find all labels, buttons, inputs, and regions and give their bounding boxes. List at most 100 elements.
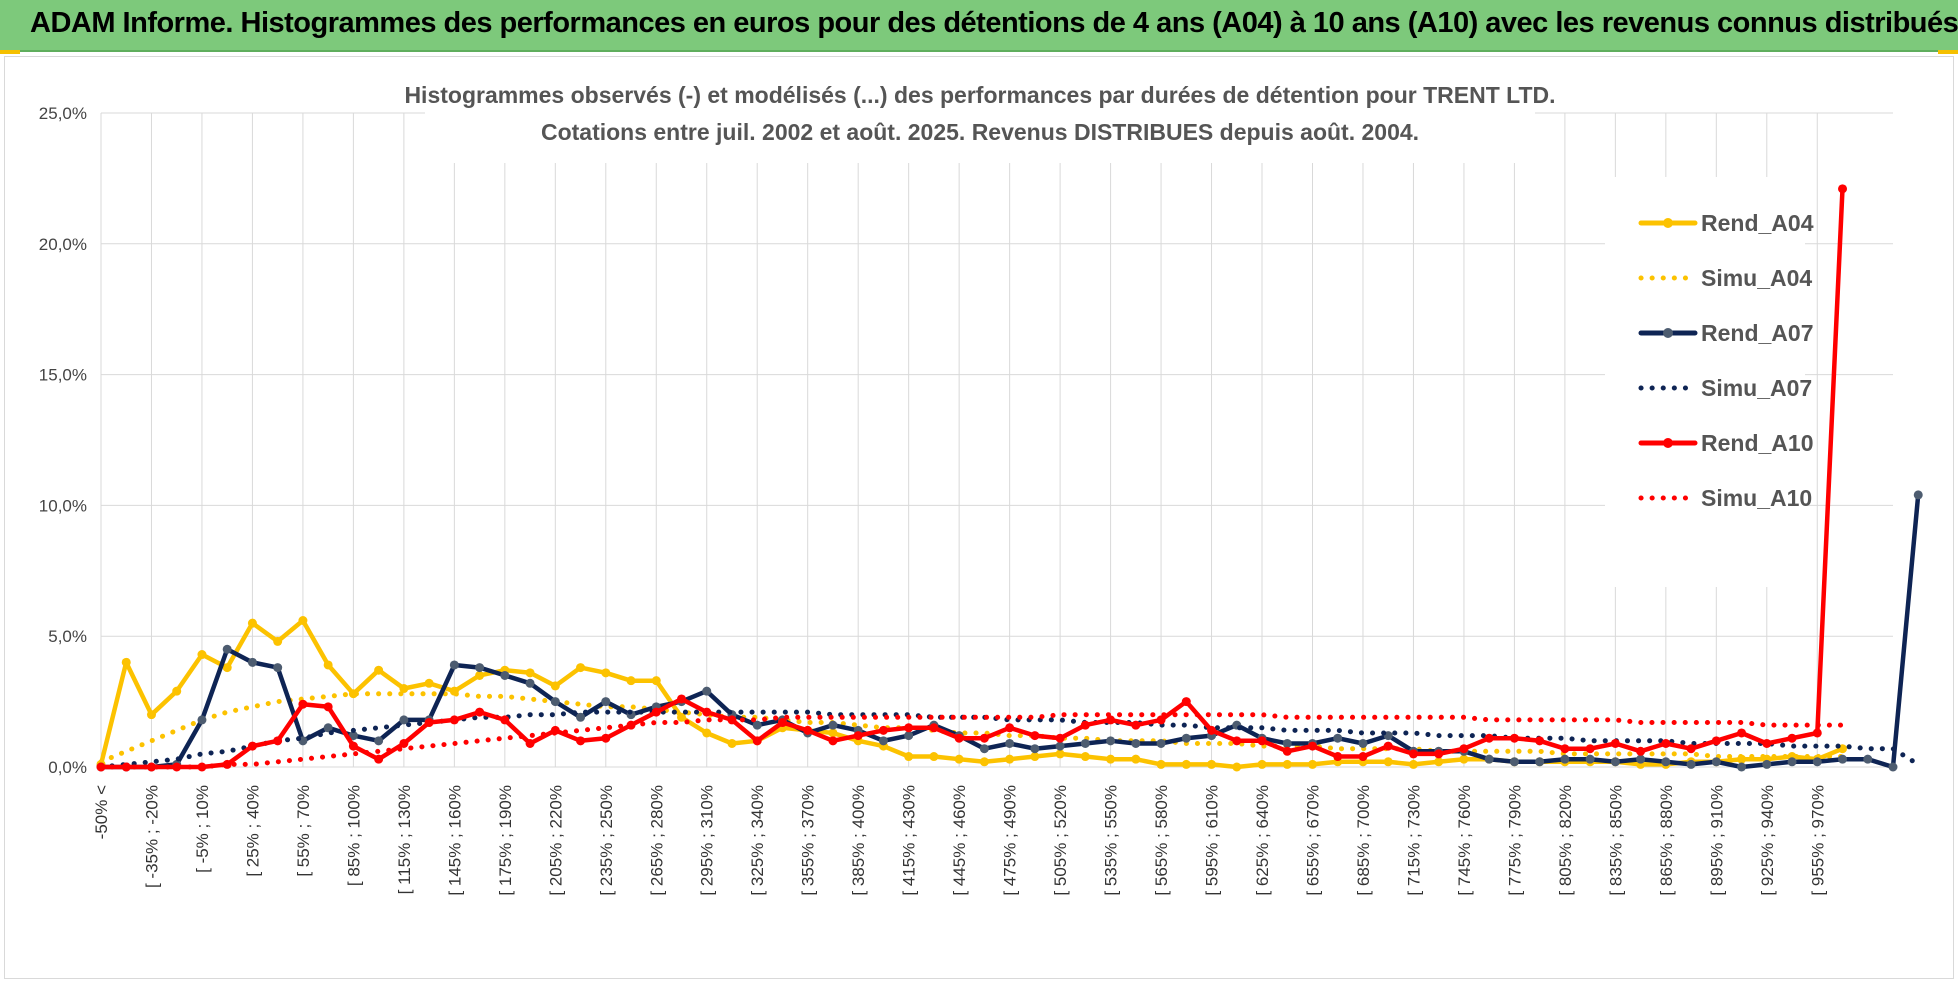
legend-label-simu_a10: Simu_A10: [1701, 485, 1812, 511]
point-rend_a07: [1711, 757, 1721, 767]
point-rend_a04: [904, 752, 914, 762]
x-tick-label: [ 715% ; 730%: [1404, 785, 1423, 896]
point-rend_a10: [1358, 752, 1368, 762]
point-rend_a10: [954, 733, 964, 743]
point-rend_a10: [777, 718, 787, 728]
point-rend_a10: [702, 707, 712, 717]
x-tick-label: [ 55% ; 70%: [294, 785, 313, 877]
x-tick-label: [ 535% ; 550%: [1102, 785, 1121, 896]
point-rend_a04: [1005, 754, 1015, 764]
legend-label-rend_a10: Rend_A10: [1701, 430, 1813, 456]
point-rend_a10: [1131, 720, 1141, 730]
series-line-rend_a04: [98, 618, 1845, 770]
legend-label-rend_a04: Rend_A04: [1701, 210, 1814, 236]
series-line-simu_a10: [98, 712, 1845, 770]
point-rend_a04: [1207, 759, 1217, 769]
point-rend_a07: [500, 670, 510, 680]
point-rend_a04: [626, 676, 636, 686]
point-rend_a10: [146, 762, 156, 772]
point-rend_a04: [576, 663, 586, 673]
x-tick-label: [ 895% ; 910%: [1707, 785, 1726, 896]
legend-label-simu_a07: Simu_A07: [1701, 375, 1812, 401]
point-rend_a10: [1434, 749, 1444, 759]
legend-marker-rend_a04: [1663, 218, 1673, 228]
point-rend_a04: [702, 728, 712, 738]
point-rend_a07: [1560, 754, 1570, 764]
legend-marker-rend_a07: [1663, 328, 1673, 338]
x-tick-label: [ 325% ; 340%: [748, 785, 767, 896]
point-rend_a04: [1434, 757, 1444, 767]
point-rend_a04: [1232, 762, 1242, 772]
x-tick-label: [ -35% ; -20%: [142, 785, 161, 888]
series-line-simu_a04: [98, 691, 1845, 765]
corner-mark-left: [0, 50, 20, 54]
point-rend_a04: [121, 657, 131, 667]
point-rend_a07: [348, 731, 358, 741]
point-rend_a04: [1459, 754, 1469, 764]
point-rend_a10: [273, 736, 283, 746]
point-rend_a04: [1131, 754, 1141, 764]
point-rend_a10: [1711, 736, 1721, 746]
series-line-rend_a10: [98, 186, 1845, 770]
point-rend_a10: [1282, 746, 1292, 756]
x-tick-label: [ 205% ; 220%: [546, 785, 565, 896]
point-rend_a07: [828, 720, 838, 730]
point-rend_a04: [1282, 759, 1292, 769]
point-rend_a07: [1106, 736, 1116, 746]
x-tick-label: [ 685% ; 700%: [1354, 785, 1373, 896]
point-rend_a04: [399, 684, 409, 694]
point-rend_a10: [1055, 733, 1065, 743]
point-rend_a04: [146, 710, 156, 720]
point-rend_a07: [1812, 757, 1822, 767]
point-rend_a07: [1156, 738, 1166, 748]
point-rend_a04: [1030, 752, 1040, 762]
x-tick-label: [ 775% ; 790%: [1505, 785, 1524, 896]
point-rend_a04: [727, 738, 737, 748]
point-rend_a04: [651, 676, 661, 686]
point-rend_a04: [525, 668, 535, 678]
x-tick-label: [ 175% ; 190%: [496, 785, 515, 896]
point-rend_a07: [752, 720, 762, 730]
y-tick-label: 10,0%: [39, 496, 87, 515]
x-tick-label: [ 655% ; 670%: [1303, 785, 1322, 896]
point-rend_a10: [348, 741, 358, 751]
point-rend_a04: [1156, 759, 1166, 769]
point-rend_a10: [1762, 738, 1772, 748]
point-rend_a04: [601, 668, 611, 678]
page-title: ADAM Informe. Histogrammes des performan…: [30, 7, 1958, 39]
point-rend_a04: [374, 665, 384, 675]
point-rend_a10: [222, 759, 232, 769]
x-tick-label: [ 385% ; 400%: [849, 785, 868, 896]
legend-background: [1605, 177, 1805, 587]
point-rend_a04: [1307, 759, 1317, 769]
point-rend_a07: [1585, 754, 1595, 764]
chart-title-line: Histogrammes observés (-) et modélisés (…: [404, 82, 1555, 108]
point-rend_a10: [1232, 736, 1242, 746]
point-rend_a10: [1080, 720, 1090, 730]
point-rend_a04: [172, 686, 182, 696]
point-rend_a10: [1585, 744, 1595, 754]
point-rend_a10: [677, 694, 687, 704]
point-rend_a07: [576, 712, 586, 722]
point-rend_a07: [399, 715, 409, 725]
point-rend_a10: [424, 718, 434, 728]
point-rend_a07: [1080, 738, 1090, 748]
point-rend_a10: [752, 736, 762, 746]
point-rend_a10: [1610, 738, 1620, 748]
chart-canvas: 0,0% 5,0% 10,0% 15,0% 20,0% 25,0% Histogrammes…: [39, 63, 1923, 896]
x-tick-label: [ 475% ; 490%: [1001, 785, 1020, 896]
point-rend_a07: [1661, 757, 1671, 767]
x-tick-label: -50% <: [92, 785, 111, 839]
point-rend_a10: [1484, 733, 1494, 743]
point-rend_a10: [828, 736, 838, 746]
x-tick-label: [ 955% ; 970%: [1808, 785, 1827, 896]
x-tick-label: [ 295% ; 310%: [698, 785, 717, 896]
point-rend_a10: [1383, 741, 1393, 751]
point-rend_a07: [1484, 754, 1494, 764]
point-rend_a10: [374, 754, 384, 764]
point-rend_a10: [1207, 725, 1217, 735]
point-rend_a10: [1307, 741, 1317, 751]
x-tick-label: [ 415% ; 430%: [900, 785, 919, 896]
x-tick-label: [ 115% ; 130%: [395, 785, 414, 894]
x-tick-label: [ 565% ; 580%: [1152, 785, 1171, 896]
